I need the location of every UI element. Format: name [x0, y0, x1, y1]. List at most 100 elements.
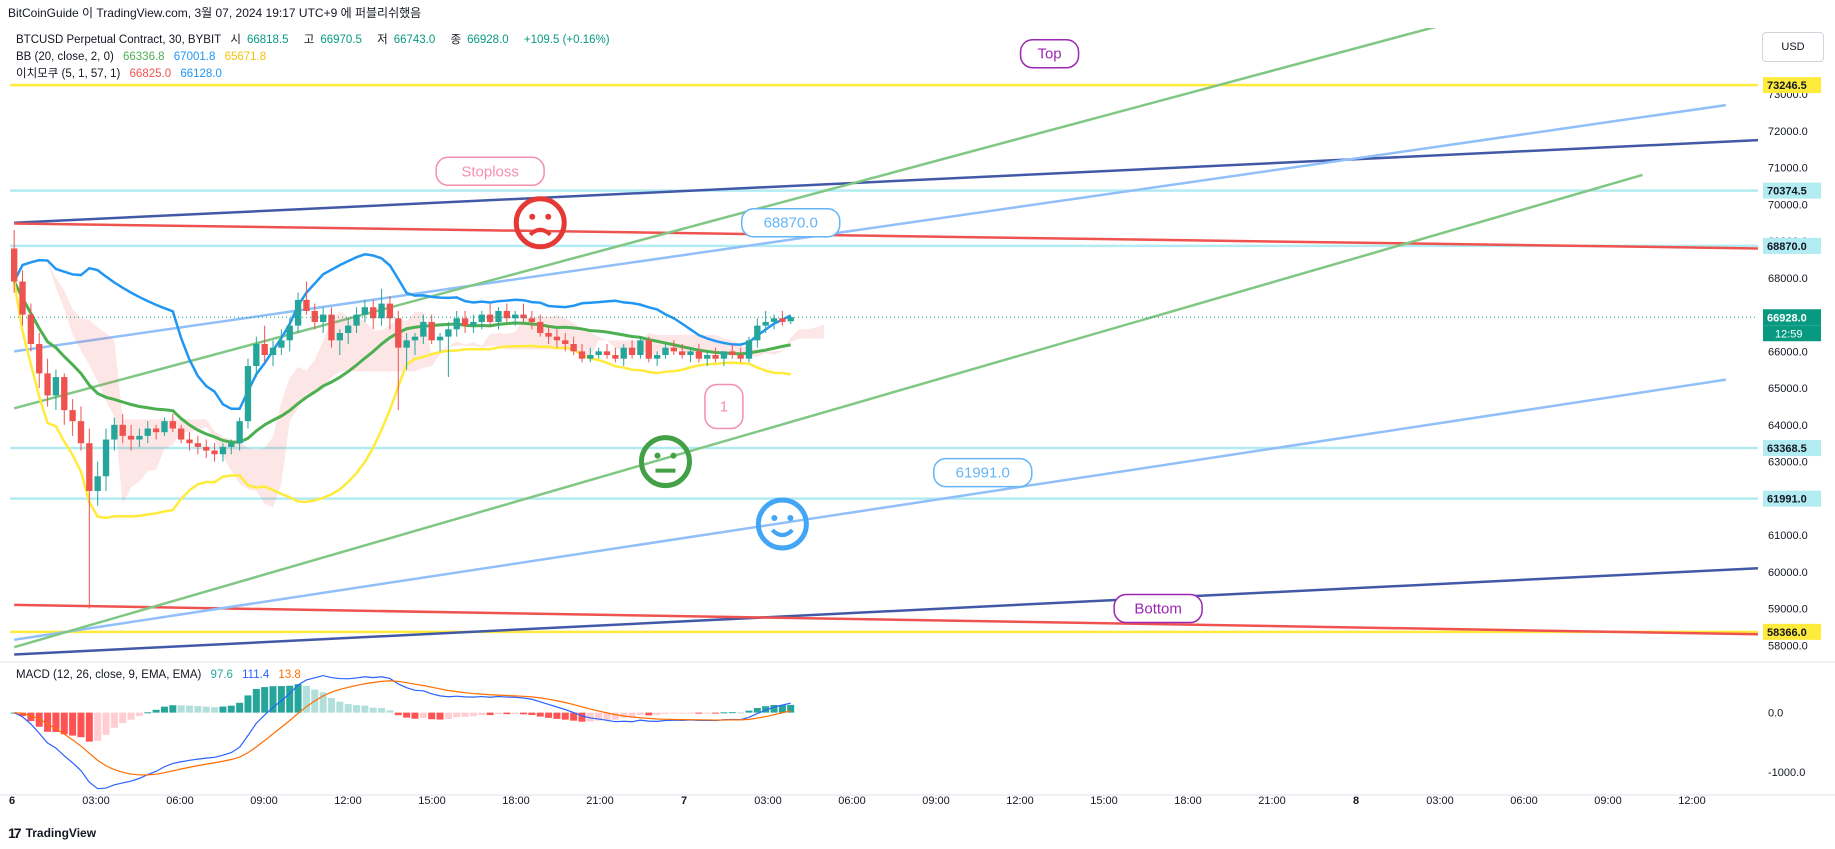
- macd-histogram-bar: [344, 704, 352, 713]
- bb-basis-line: [12, 280, 791, 444]
- macd-histogram-bar: [728, 712, 736, 714]
- macd-histogram-bar: [712, 712, 720, 714]
- y-axis-tick-label: 72000.0: [1768, 126, 1808, 138]
- candle-body: [119, 424, 126, 436]
- macd-axis-tick-label: -1000.0: [1768, 767, 1805, 779]
- callout-text: 68870.0: [764, 215, 818, 232]
- trend-line: [13, 378, 1727, 642]
- candle-body: [144, 428, 151, 436]
- macd-histogram-bar: [478, 712, 486, 716]
- macd-histogram-bar: [252, 689, 260, 713]
- macd-histogram-bar: [286, 685, 294, 713]
- macd-histogram-bar: [69, 712, 77, 736]
- macd-histogram-bar: [520, 712, 528, 715]
- countdown-text: 12:59: [1775, 328, 1803, 340]
- macd-axis-tick-label: 0.0: [1768, 708, 1783, 720]
- macd-histogram-bar: [219, 706, 227, 713]
- macd-histogram-bar: [19, 712, 27, 717]
- face-eye-icon: [771, 515, 778, 522]
- bb-upper-value: 67001.8: [173, 51, 216, 63]
- candle-body: [102, 439, 110, 477]
- candle-body: [453, 318, 460, 330]
- candle-body: [729, 351, 736, 356]
- candle-body: [704, 355, 711, 359]
- candle-body: [228, 443, 235, 447]
- x-axis-tick-label: 03:00: [754, 795, 782, 807]
- trend-line: [14, 138, 1758, 224]
- currency-button[interactable]: USD: [1762, 32, 1824, 62]
- callout-bubble: [1113, 593, 1203, 624]
- x-axis-tick-label: 06:00: [1510, 795, 1538, 807]
- macd-histogram-bar: [561, 712, 569, 720]
- callout-text: Bottom: [1134, 601, 1182, 618]
- face-mouth-icon: [770, 528, 794, 538]
- candle-body: [236, 421, 243, 444]
- callout-text: 1: [720, 398, 728, 415]
- x-axis-tick-label: 09:00: [922, 795, 950, 807]
- candle-body: [244, 366, 252, 422]
- x-axis-tick-label: 8: [1353, 795, 1359, 807]
- macd-histogram-bar: [403, 712, 411, 718]
- candle-body: [386, 303, 394, 319]
- price-label-tag: [1763, 237, 1821, 254]
- candle-body: [528, 318, 536, 322]
- x-axis-tick-label: 21:00: [1258, 795, 1286, 807]
- ichimoku-b-value: 66128.0: [180, 68, 222, 80]
- callout-bubble: [1019, 38, 1080, 69]
- macd-histogram-bar: [461, 712, 469, 717]
- macd-histogram-bar: [261, 687, 269, 713]
- price-label-text: 61991.0: [1767, 494, 1807, 506]
- candle-body: [395, 318, 402, 348]
- x-axis-tick-label: 18:00: [1174, 795, 1202, 807]
- macd-legend[interactable]: MACD (12, 26, close, 9, EMA, EMA) 97.6 1…: [16, 667, 307, 684]
- bb-legend[interactable]: BB (20, close, 2, 0) 66336.8 67001.8 656…: [16, 49, 272, 66]
- candle-body: [436, 336, 444, 341]
- candle-body: [311, 310, 318, 322]
- candle-body: [420, 321, 427, 337]
- candle-body: [754, 325, 761, 341]
- price-pane: Top Stoploss Bottom 68870.0 61991.0 1: [10, 28, 1758, 656]
- candle-body: [645, 340, 652, 359]
- candle-body: [787, 317, 794, 322]
- high-label: 고: [303, 34, 315, 46]
- x-axis-tick-label: 03:00: [82, 795, 110, 807]
- face-eye-icon: [787, 515, 794, 522]
- macd-histogram-bar: [160, 706, 168, 713]
- macd-histogram-bar: [169, 705, 177, 713]
- candle-body: [269, 347, 277, 356]
- candle-body: [319, 314, 327, 322]
- macd-histogram-bar: [194, 706, 202, 713]
- face-eye-icon: [529, 213, 536, 220]
- candle-body: [411, 336, 419, 341]
- candle-body: [679, 351, 686, 356]
- candle-body: [745, 340, 753, 359]
- candle-body: [612, 355, 619, 359]
- macd-histogram-bar: [703, 712, 711, 714]
- candle-body: [695, 351, 703, 359]
- candle-body: [620, 347, 627, 359]
- candle-body: [219, 446, 227, 455]
- candle-body: [36, 344, 43, 374]
- footer-brand[interactable]: 17 TradingView: [8, 825, 96, 841]
- candle-body: [545, 332, 552, 337]
- macd-histogram-bar: [770, 704, 778, 713]
- candle-body: [44, 373, 51, 396]
- candle-body: [737, 355, 744, 359]
- ichimoku-legend[interactable]: 이치모쿠 (5, 1, 57, 1) 66825.0 66128.0: [16, 66, 228, 83]
- price-label-text: 58366.0: [1767, 627, 1807, 639]
- candle-body: [294, 299, 302, 326]
- macd-histogram-bar: [670, 712, 678, 714]
- candle-body: [19, 281, 26, 315]
- macd-histogram-bar: [628, 712, 636, 718]
- candle-body: [152, 428, 160, 433]
- bb-lower-line: [12, 281, 791, 520]
- macd-line: [13, 674, 791, 790]
- candle-body: [77, 421, 85, 444]
- callout-bubble: [933, 457, 1033, 488]
- sad-face-icon: [513, 196, 567, 250]
- candle-body: [578, 351, 586, 359]
- macd-histogram-bar: [244, 695, 252, 713]
- y-axis-tick-label: 71000.0: [1768, 163, 1808, 175]
- macd-histogram-bar: [695, 712, 703, 714]
